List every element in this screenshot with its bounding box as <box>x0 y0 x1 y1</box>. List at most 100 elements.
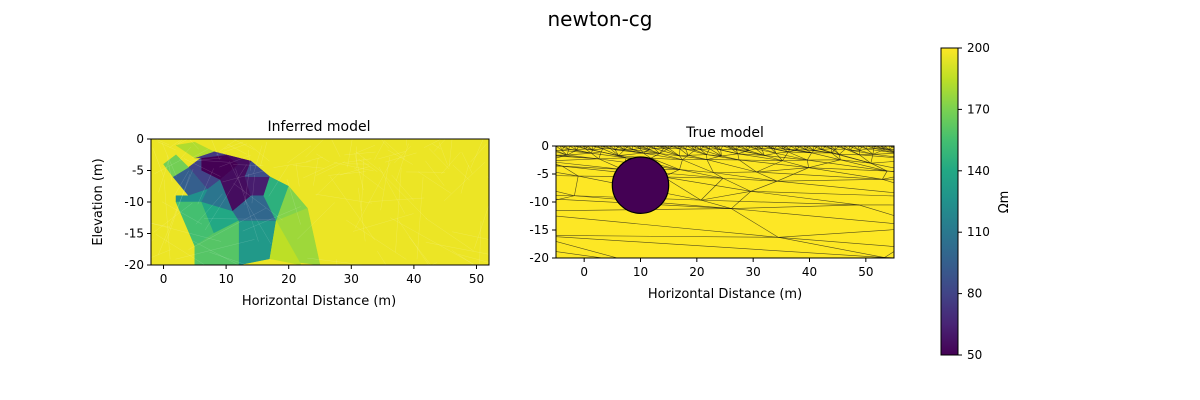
true-model-mesh-edge <box>561 146 566 151</box>
inferred-model-mesh-edge <box>242 206 301 232</box>
true-model-mesh-edge <box>645 146 650 150</box>
true-model-mesh-edge <box>650 157 680 170</box>
true-model-mesh-edge <box>618 149 625 156</box>
true-model-mesh-edge <box>859 150 874 155</box>
true-model-mesh-edge <box>737 153 740 160</box>
true-model-mesh-edge <box>797 149 812 154</box>
true-model-mesh-edge <box>888 149 894 151</box>
true-model-mesh-edge <box>812 146 822 150</box>
true-model-mesh-edge <box>870 154 874 164</box>
true-model-mesh-edge <box>713 172 724 179</box>
inferred-model-cell <box>163 154 190 178</box>
inferred-model-mesh-edge <box>397 218 430 265</box>
inferred-model-mesh-edge <box>385 177 428 220</box>
true-model-mesh-edge <box>623 146 633 150</box>
true-model-mesh-edge <box>848 146 851 151</box>
true-model-mesh-edge <box>556 208 732 211</box>
true-model-mesh-edge <box>821 146 827 150</box>
inferred-model-mesh-edge <box>374 141 385 160</box>
figure-title: newton-cg <box>548 7 653 31</box>
colorbar-tick-label: 170 <box>967 102 990 116</box>
colorbar: 200 170 140 110 80 50 Ωm <box>940 41 1012 362</box>
true-model-mesh-edge <box>764 155 808 161</box>
true-model-mesh-edge <box>582 146 593 151</box>
true-model-mesh-edge <box>748 146 751 151</box>
true-model-mesh-edge <box>556 191 575 197</box>
inferred-model-mesh-edge <box>297 202 335 240</box>
true-model-mesh-edge <box>830 146 836 150</box>
true-model-mesh-edge <box>787 149 790 153</box>
true-model-mesh-edge <box>663 176 702 201</box>
true-model-xlabel: Horizontal Distance (m) <box>648 287 802 302</box>
inferred-model-mesh-edge <box>316 153 330 163</box>
inferred-model-mesh-edge <box>394 146 411 164</box>
true-model-mesh-edge <box>844 146 846 150</box>
inferred-model-mesh-edge <box>260 141 268 166</box>
true-model-mesh-edge <box>681 146 686 150</box>
inferred-model-mesh-edge <box>218 139 238 153</box>
true-model-mesh-edge <box>556 164 563 167</box>
true-model-mesh-edge <box>775 152 808 161</box>
true-model-mesh-edge <box>848 146 860 151</box>
true-model-mesh-edge <box>731 208 779 238</box>
inferred-model-mesh-edge <box>195 159 230 163</box>
inferred-model-mesh-edge <box>354 153 364 191</box>
inferred-model-mesh-edge <box>190 157 222 162</box>
inferred-model-mesh-edge <box>161 142 177 177</box>
true-model-xtick-label: 20 <box>689 265 704 279</box>
inferred-model-mesh-edge <box>151 249 171 258</box>
inferred-model-mesh-edge <box>249 144 270 162</box>
inferred-model-mesh-edge <box>387 149 413 165</box>
inferred-model-ytick-label: -15 <box>124 227 144 241</box>
inferred-model-ytick-label: 0 <box>136 132 144 146</box>
inferred-model-yaxis: 0 -5 -10 -15 -20 <box>124 132 151 272</box>
true-model-mesh-edge <box>643 152 683 161</box>
true-model-mesh-edge <box>806 149 812 154</box>
inferred-model-mesh-edge <box>286 179 301 225</box>
true-model-mesh-edge <box>679 155 707 160</box>
true-model-panel: True model 0 10 20 30 40 50 0 -5 -10 -15 -20 Hori… <box>502 125 895 302</box>
true-model-mesh-edge <box>731 146 737 150</box>
colorbar-tick-label: 50 <box>967 348 982 362</box>
true-model-mesh-edge <box>556 158 599 161</box>
inferred-model-mesh-edge <box>153 202 193 233</box>
inferred-model-mesh-edge <box>204 164 247 231</box>
true-model-mesh-edge <box>685 146 687 150</box>
inferred-model-mesh-edge <box>173 170 189 197</box>
true-model-mesh-edge <box>700 199 859 206</box>
inferred-model-mesh-edge <box>152 147 164 177</box>
true-model-xtick-label: 50 <box>858 265 873 279</box>
true-model-mesh-edge <box>690 146 696 151</box>
true-model-mesh-edge <box>821 148 832 150</box>
inferred-model-mesh-edge <box>380 156 391 211</box>
true-model-mesh-edge <box>870 162 894 169</box>
inferred-model-mesh-edge <box>251 174 255 204</box>
true-model-mesh-edge <box>873 148 894 153</box>
true-model-ytick-label: -15 <box>529 223 549 237</box>
true-model-mesh-edge <box>587 146 593 151</box>
true-model-mesh-edge <box>807 159 888 172</box>
true-model-mesh-edge <box>562 165 579 177</box>
true-model-mesh-edge <box>737 150 749 155</box>
true-model-mesh-edge <box>700 191 751 201</box>
true-model-mesh-edge <box>807 152 812 161</box>
inferred-model-xaxis: 0 10 20 30 40 50 <box>160 265 484 286</box>
true-model-anomaly <box>611 156 670 214</box>
true-model-mesh-edge <box>573 146 578 151</box>
true-model-mesh-edge <box>831 148 840 155</box>
true-model-mesh-edge <box>859 154 872 164</box>
true-model-mesh-edge <box>598 157 627 160</box>
true-model-mesh-edge <box>650 153 660 159</box>
true-model-mesh-edge <box>592 149 602 153</box>
inferred-model-mesh-edge <box>166 155 173 182</box>
true-model-mesh-edge <box>888 149 894 153</box>
true-model-mesh-edge <box>884 251 894 258</box>
true-model-mesh-edge <box>732 148 738 155</box>
true-model-mesh-edge <box>679 169 714 173</box>
true-model-mesh-edge <box>774 148 789 153</box>
true-model-mesh-edge <box>850 146 854 151</box>
inferred-model-mesh-edge <box>377 250 387 265</box>
true-model-mesh-edge <box>755 148 765 156</box>
true-model-mesh-edge <box>502 262 632 272</box>
true-model-mesh-edge <box>679 148 689 156</box>
